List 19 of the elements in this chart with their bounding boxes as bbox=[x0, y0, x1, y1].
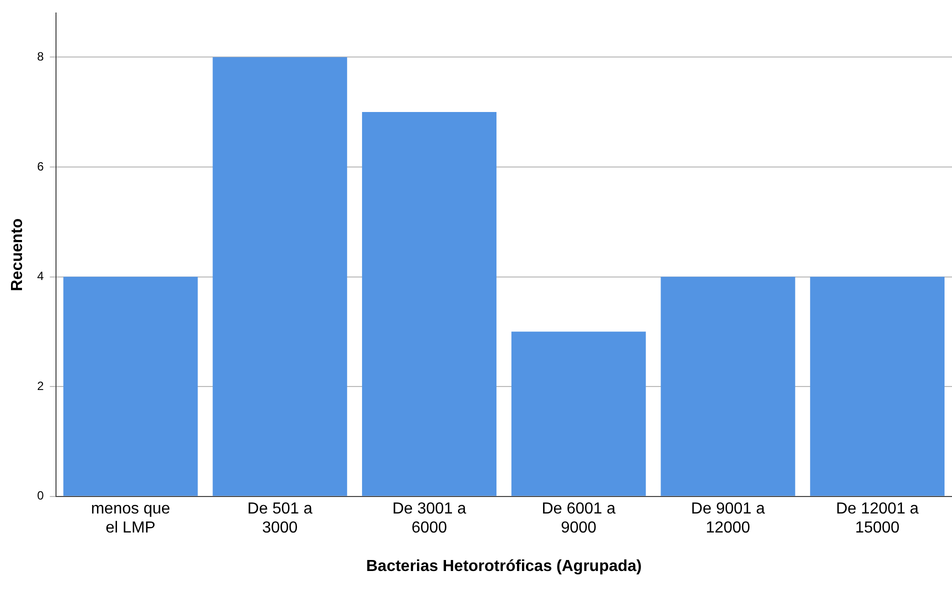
x-tick-label: De 6001 a 9000 bbox=[542, 500, 616, 537]
x-tick-label: De 9001 a 12000 bbox=[691, 500, 765, 537]
x-tick-label: De 501 a 3000 bbox=[247, 500, 312, 537]
bar bbox=[212, 57, 348, 496]
bar bbox=[362, 112, 496, 496]
bar bbox=[63, 276, 198, 496]
y-tick-label: 6 bbox=[37, 159, 44, 174]
bar bbox=[511, 332, 646, 496]
y-tick-label: 4 bbox=[37, 269, 44, 284]
x-axis-title: Bacterias Hetorotróficas (Agrupada) bbox=[366, 558, 642, 575]
y-axis-title: Recuento bbox=[9, 218, 26, 292]
x-tick-label: menos que el LMP bbox=[90, 500, 170, 537]
bar bbox=[810, 276, 945, 496]
x-tick-label: De 12001 a 15000 bbox=[836, 500, 919, 537]
y-tick-label: 2 bbox=[37, 378, 44, 393]
y-tick-label: 0 bbox=[37, 488, 44, 503]
x-tick-label: De 3001 a 6000 bbox=[392, 500, 466, 537]
bar bbox=[660, 276, 796, 496]
y-tick-label: 8 bbox=[37, 49, 44, 64]
